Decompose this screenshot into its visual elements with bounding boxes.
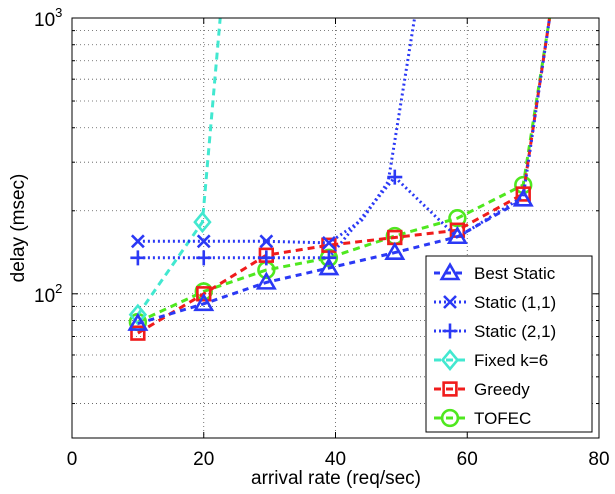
- data-point: [321, 235, 336, 250]
- series-line: [137, 18, 552, 260]
- data-point: [196, 250, 212, 266]
- legend-marker: [440, 408, 460, 428]
- axes-layer: 0 20 40 60 80 102 103: [34, 5, 610, 470]
- data-point: [130, 250, 146, 266]
- legend-item: Greedy: [434, 380, 530, 399]
- data-point: [196, 234, 211, 249]
- series-layer: [127, 18, 552, 341]
- y-axis-label: delay (msec): [8, 174, 29, 283]
- data-point: [130, 325, 146, 341]
- legend-label: TOFEC: [474, 409, 531, 428]
- data-point: [193, 211, 212, 234]
- data-point: [515, 186, 531, 202]
- data-point: [446, 225, 468, 245]
- legend-label: Best Static: [474, 264, 556, 283]
- data-point: [255, 271, 277, 290]
- legend-marker: [439, 262, 461, 281]
- legend-label: Fixed k=6: [474, 351, 548, 370]
- series-line: [137, 18, 552, 335]
- x-tick-label: 0: [67, 449, 78, 470]
- y-tick-label: 103: [34, 5, 62, 31]
- legend: Best Static Static (1,1) Static (2,1) Fixed…: [425, 255, 593, 433]
- x-tick-label: 80: [588, 449, 609, 470]
- y-tick-label: 102: [34, 281, 62, 307]
- legend-marker: [443, 295, 457, 309]
- legend-marker: [442, 323, 458, 339]
- series-fixed-k-6: [128, 18, 222, 326]
- x-tick-label: 60: [457, 449, 478, 470]
- data-point: [259, 234, 274, 249]
- series-line: [137, 18, 417, 245]
- x-tick-label: 40: [325, 449, 346, 470]
- series-greedy: [130, 18, 552, 341]
- legend-box: [425, 255, 593, 433]
- x-axis-label: arrival rate (req/sec): [251, 468, 421, 489]
- series-line: [137, 198, 524, 326]
- data-point: [127, 312, 149, 331]
- series-line: [136, 18, 222, 316]
- data-point: [193, 292, 215, 312]
- legend-item: Best Static: [434, 262, 556, 283]
- legend-item: Static (1,1): [434, 293, 556, 312]
- data-point: [319, 248, 339, 268]
- series-static-1-1-: [130, 18, 417, 250]
- legend-item: Static (2,1): [434, 322, 556, 341]
- series-best-static: [127, 188, 534, 331]
- series-line: [137, 18, 552, 324]
- data-point: [196, 286, 212, 302]
- legend-item: TOFEC: [434, 408, 531, 428]
- data-point: [512, 188, 534, 207]
- legend-item: Fixed k=6: [434, 348, 548, 372]
- data-point: [128, 303, 148, 326]
- legend-marker: [442, 381, 458, 397]
- legend-marker: [440, 348, 460, 372]
- data-point: [258, 250, 274, 266]
- legend-label: Greedy: [474, 380, 530, 399]
- x-tick-label: 20: [193, 449, 214, 470]
- data-point: [387, 169, 403, 185]
- data-point: [384, 241, 406, 260]
- data-point: [318, 257, 340, 276]
- legend-label: Static (1,1): [474, 293, 556, 312]
- series-static-2-1-: [130, 18, 552, 266]
- legend-label: Static (2,1): [474, 322, 556, 341]
- data-point: [130, 234, 145, 249]
